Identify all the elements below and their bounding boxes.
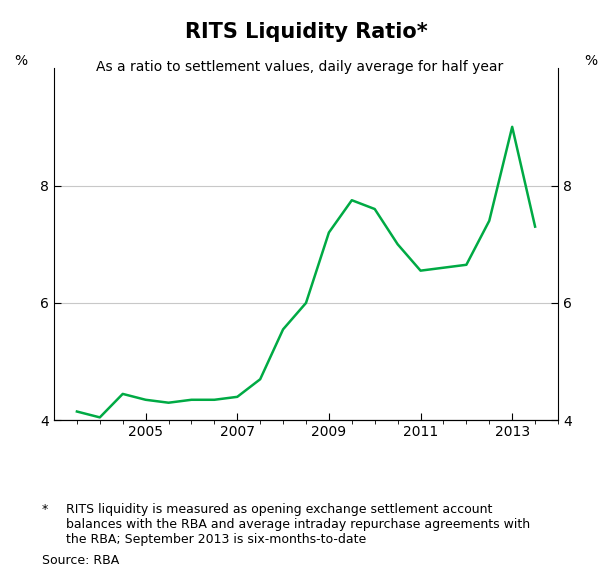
- Text: %: %: [14, 54, 28, 68]
- Text: As a ratio to settlement values, daily average for half year: As a ratio to settlement values, daily a…: [97, 60, 503, 74]
- Text: Source: RBA: Source: RBA: [42, 554, 119, 567]
- Title: RITS Liquidity Ratio*: RITS Liquidity Ratio*: [185, 22, 427, 41]
- Text: RITS liquidity is measured as opening exchange settlement account
balances with : RITS liquidity is measured as opening ex…: [66, 503, 530, 546]
- Text: %: %: [584, 54, 598, 68]
- Text: *: *: [42, 503, 48, 516]
